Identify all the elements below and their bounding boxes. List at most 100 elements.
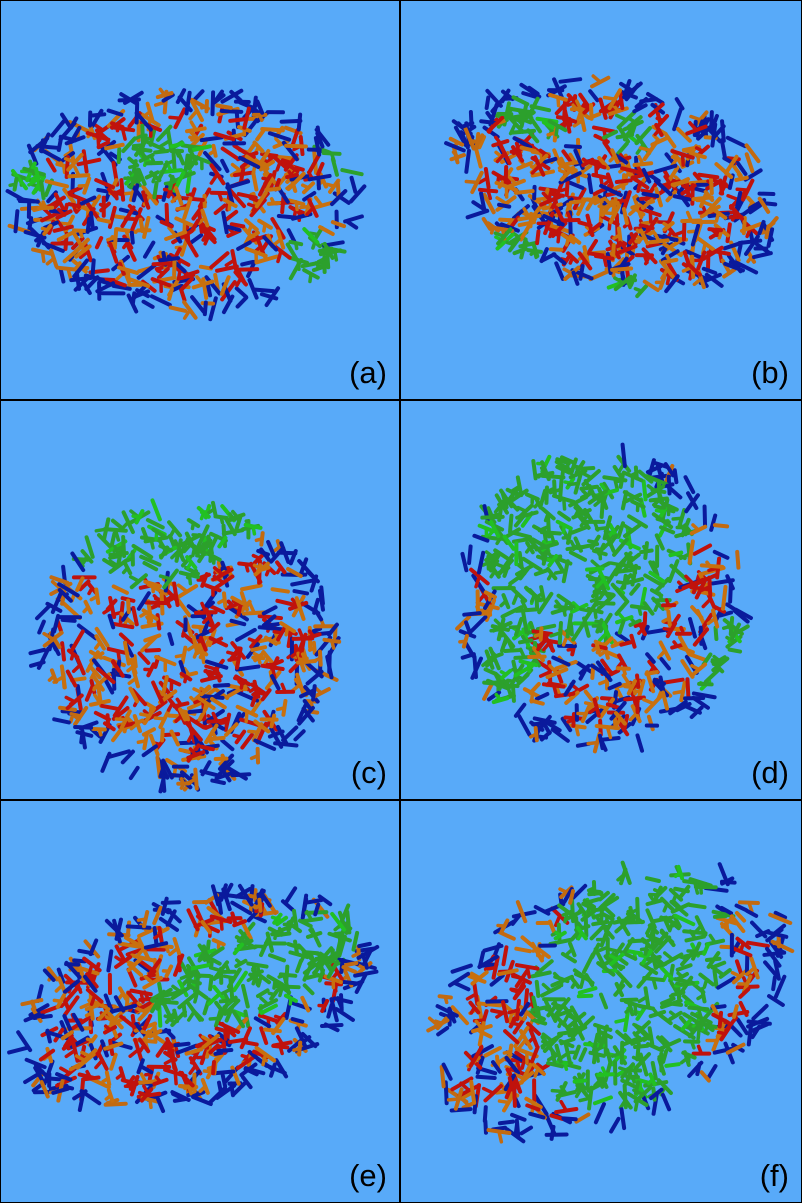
molecule-bond	[525, 965, 532, 979]
molecule-bond	[702, 942, 711, 956]
molecule-bond	[726, 194, 741, 202]
molecule-bond	[589, 923, 606, 941]
molecule-bond	[659, 657, 671, 671]
molecule-bond	[644, 876, 661, 884]
molecule-bond	[562, 497, 567, 511]
molecule-bond	[105, 598, 118, 612]
molecule-bond	[649, 927, 656, 936]
molecule-bond	[160, 727, 165, 743]
molecule-bond	[690, 605, 704, 620]
molecule-bond	[478, 950, 486, 968]
molecule-bond	[160, 732, 181, 738]
molecule-bond	[100, 703, 119, 711]
molecule-bond	[211, 555, 217, 565]
molecule-bond	[218, 758, 226, 766]
molecule-bond	[615, 1029, 630, 1043]
molecule-bond	[64, 962, 81, 967]
molecule-bond	[535, 229, 541, 246]
molecule-bond	[617, 612, 627, 622]
molecule-bond	[646, 955, 662, 962]
molecule-bond	[60, 641, 67, 662]
molecule-bond	[727, 647, 743, 654]
molecule-bond	[170, 1090, 191, 1102]
molecule-bond	[201, 542, 215, 547]
molecule-bond	[286, 920, 303, 934]
molecule-bond	[173, 1071, 178, 1086]
molecule-bond	[84, 275, 100, 292]
molecule-bond	[719, 905, 734, 916]
molecule-bond	[672, 900, 683, 910]
molecule-bond	[508, 513, 514, 534]
molecule-bond	[549, 1113, 565, 1121]
molecule-bond	[529, 732, 539, 739]
molecule-bond	[730, 970, 742, 979]
molecule-bond	[636, 180, 642, 193]
molecule-bond	[634, 126, 652, 146]
molecule-bond	[349, 175, 358, 194]
molecule-bond	[571, 883, 588, 900]
molecule-bond	[128, 1048, 140, 1058]
molecule-bond	[592, 1095, 613, 1106]
molecule-bond	[209, 251, 230, 270]
molecule-bond	[497, 1119, 516, 1126]
molecule-bond	[682, 250, 691, 267]
molecule-bond	[443, 995, 449, 1005]
molecule-bond	[598, 174, 604, 186]
molecule-bond	[587, 222, 602, 234]
molecule-bond	[150, 498, 162, 522]
molecule-bond	[8, 182, 18, 188]
molecule-bond	[558, 168, 570, 176]
molecule-bond	[514, 946, 532, 954]
molecule-bond	[642, 601, 655, 616]
molecule-bond	[259, 890, 272, 908]
molecule-bond	[141, 190, 151, 210]
molecule-bond	[114, 944, 125, 961]
molecule-bond	[188, 233, 204, 246]
molecule-bond	[696, 1044, 704, 1056]
molecule-bond	[575, 1081, 582, 1092]
molecule-bond	[219, 108, 244, 114]
molecule-bond	[139, 1072, 148, 1085]
molecule-bond	[568, 889, 576, 905]
molecule-bond	[607, 529, 616, 538]
molecule-bond	[222, 974, 237, 980]
molecule-bond	[216, 1048, 234, 1054]
molecule-bond	[255, 128, 266, 142]
molecule-bond	[234, 935, 257, 950]
molecule-bond	[723, 154, 739, 176]
molecule-bond	[558, 171, 582, 185]
molecule-bond	[690, 663, 701, 672]
molecule-bond	[672, 640, 679, 648]
molecule-bond	[318, 225, 335, 236]
molecule-bond	[527, 85, 540, 96]
molecule-bond	[483, 1046, 502, 1058]
molecule-bond	[571, 270, 580, 286]
molecule-bond	[522, 1010, 529, 1022]
molecule-bond	[448, 971, 471, 988]
molecule-bond	[642, 279, 660, 292]
molecule-bond	[118, 632, 134, 647]
panel: (e)	[1, 801, 399, 1202]
molecule-bond	[144, 170, 160, 180]
molecule-bond	[668, 990, 681, 998]
molecule-bond	[90, 112, 107, 118]
molecule-bond	[199, 693, 225, 700]
molecule-bond	[202, 1069, 213, 1074]
molecule-bond	[653, 602, 660, 612]
molecule-bond	[220, 1073, 228, 1089]
molecule-bond	[125, 924, 152, 930]
molecule-bond	[669, 563, 690, 583]
molecule-bond	[668, 1010, 678, 1018]
molecule-bond	[170, 284, 184, 293]
molecule-bond	[78, 249, 90, 260]
molecule-bond	[286, 916, 297, 925]
molecule-bond	[187, 147, 199, 166]
molecule-bond	[462, 611, 482, 617]
molecule-bond	[486, 506, 495, 520]
molecule-bond	[682, 929, 708, 936]
molecule-bond	[109, 1052, 118, 1071]
molecule-bond	[259, 292, 279, 301]
molecule-bond	[583, 701, 595, 707]
molecule-bond	[117, 991, 125, 1000]
